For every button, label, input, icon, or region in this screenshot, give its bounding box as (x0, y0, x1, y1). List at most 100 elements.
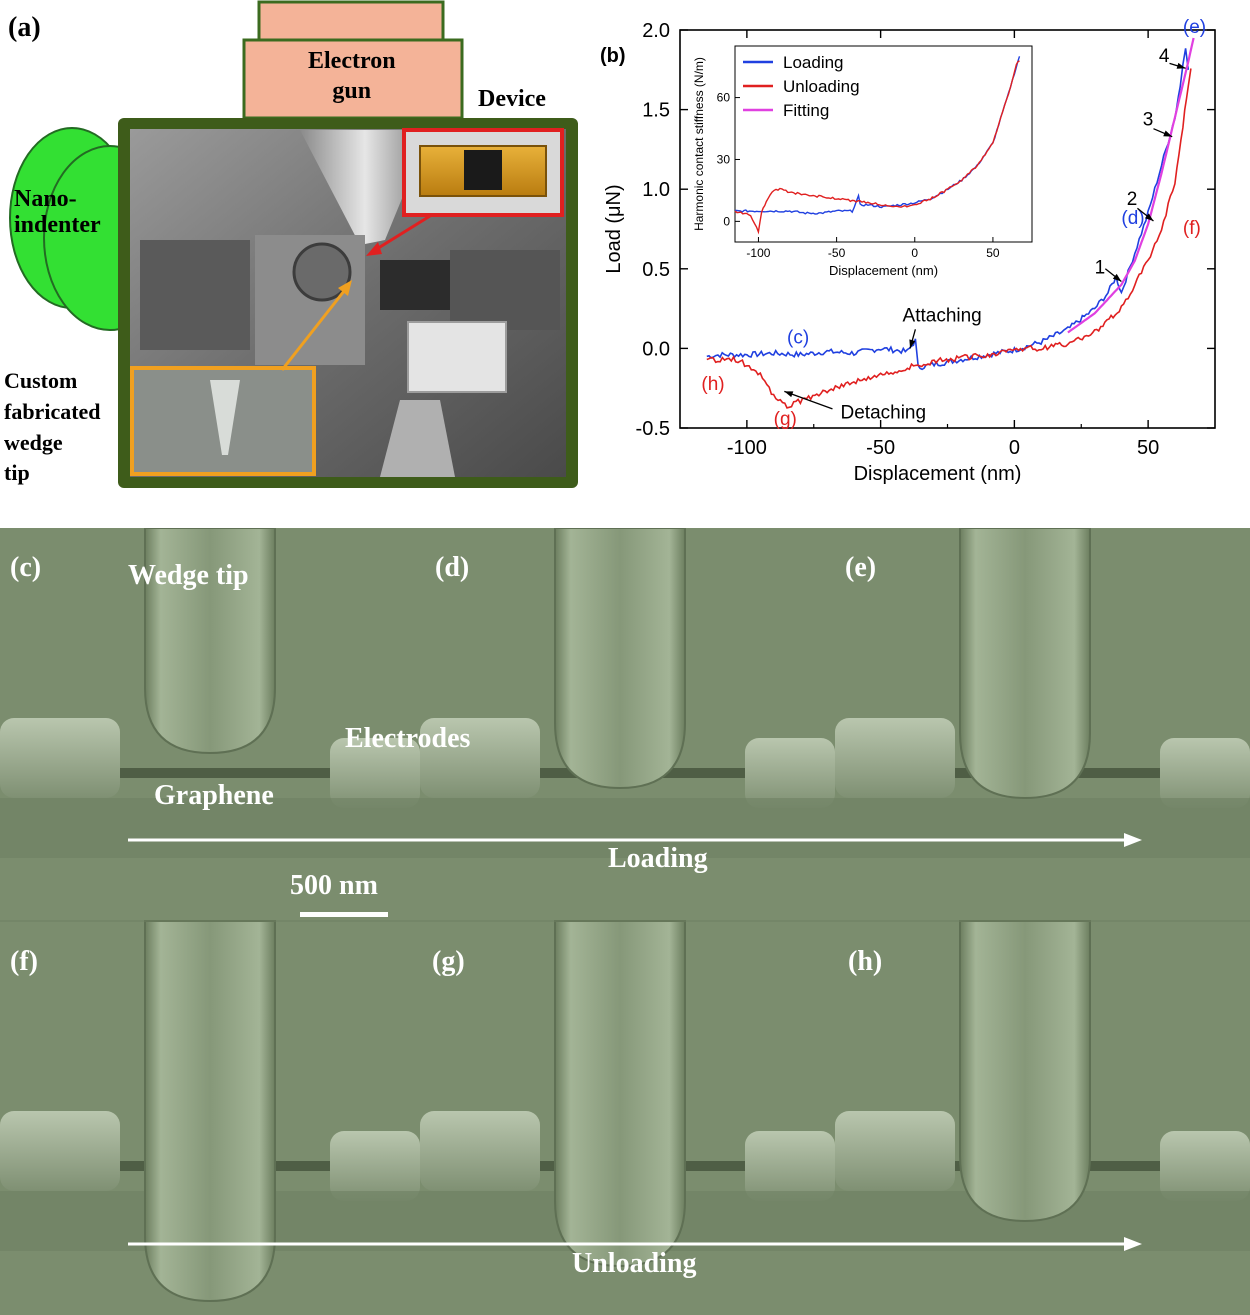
sem-panel-g (420, 920, 835, 1315)
panel-b-chart: (b) -100 -50 0 50 -0.5 0.0 0.5 1.0 1.5 2.0 Displac… (600, 17, 1216, 485)
electron-column-cone (300, 130, 430, 245)
arrow-3-head (1163, 130, 1173, 137)
annot-2: 2 (1127, 189, 1138, 210)
wedge-tip (554, 920, 686, 1268)
wedge-tip (959, 920, 1091, 1223)
chamber-block-dark (380, 260, 450, 310)
main-axes: -100 -50 0 50 -0.5 0.0 0.5 1.0 1.5 2.0 Displacemen… (603, 20, 1216, 485)
annot-g: (g) (774, 409, 797, 430)
nanoindenter-label: Nano- indenter (14, 186, 101, 239)
wedge-tip (959, 528, 1091, 800)
electrode-left (835, 1111, 955, 1191)
substrate-shadow (835, 798, 1250, 858)
wedge-tip (144, 528, 276, 755)
scale-bar (300, 912, 388, 917)
inset-x-tick-label: 0 (911, 246, 918, 260)
graphene-annotation: Graphene (154, 780, 274, 811)
inset-x-tick-label: 50 (986, 246, 1000, 260)
x-tick-label: 50 (1137, 437, 1159, 459)
sem-label-f: (f) (10, 946, 38, 977)
legend-label-unloading: Unloading (783, 77, 860, 96)
panel-b-label: (b) (600, 45, 626, 67)
annot-c: (c) (787, 328, 809, 349)
inset-x-tick-label: -50 (828, 246, 846, 260)
scale-bar-label: 500 nm (290, 870, 378, 901)
sem-label-d: (d) (435, 552, 470, 583)
loading-label: Loading (608, 843, 708, 874)
electrode-right (745, 738, 835, 808)
y-tick-label: 0.5 (642, 259, 670, 281)
inset-y-tick-label: 0 (723, 214, 730, 228)
wedge-tip (554, 528, 686, 790)
wedge-tip-label-line4: tip (4, 460, 30, 486)
chamber-block-right (450, 250, 560, 330)
series-unloading (706, 68, 1192, 409)
nanoindenter-label-line1: Nano- (14, 186, 77, 212)
x-tick-label: 0 (1009, 437, 1020, 459)
sem-label-c: (c) (10, 552, 42, 583)
electrode-left (835, 718, 955, 798)
sem-panel-d (420, 528, 835, 921)
wedge-tip-annotation: Wedge tip (128, 560, 249, 591)
wedge-tip-label: Custom fabricated wedge tip (4, 366, 101, 489)
inset-chart: -100 -50 0 50 0 30 60 Displacement (nm) Harmonic… (692, 44, 1034, 278)
detaching-arrow (784, 390, 833, 410)
nanoindenter-label-line2: indenter (14, 212, 101, 239)
sem-label-h: (h) (848, 946, 883, 977)
x-tick-label: -100 (727, 437, 767, 459)
support-post (380, 400, 455, 477)
unloading-label: Unloading (572, 1248, 697, 1279)
electrode-left (0, 1111, 120, 1191)
sem-panel-h (835, 920, 1250, 1315)
y-tick-label: -0.5 (636, 418, 670, 440)
legend-label-loading: Loading (783, 53, 844, 72)
annot-attaching: Attaching (903, 305, 982, 326)
sem-label-e: (e) (845, 552, 877, 583)
electrode-right (1160, 738, 1250, 808)
annot-4: 4 (1159, 46, 1170, 67)
chamber-block-left (140, 240, 250, 350)
x-tick-label: -50 (866, 437, 895, 459)
device-label: Device (478, 86, 546, 112)
inset-y-axis-label: Harmonic contact stiffness (N/m) (692, 57, 706, 231)
electrode-right (1160, 1131, 1250, 1201)
chart-annotations: (c) (d) (e) (f) (g) (h) Attaching Detaching 1 2 3 4 (701, 17, 1206, 430)
substrate-shadow (420, 798, 835, 858)
loading-arrow-head (1124, 833, 1142, 847)
annot-detaching: Detaching (841, 402, 927, 423)
inset-bg (733, 44, 1034, 244)
main-series (706, 37, 1195, 409)
arrow-4-head (1176, 62, 1186, 69)
wedge-tip-label-line3: wedge (4, 429, 63, 455)
y-axis-label: Load (μN) (603, 184, 625, 273)
inset-y-tick-label: 60 (717, 91, 731, 105)
y-tick-label: 1.5 (642, 100, 670, 122)
graphene-strip (0, 768, 420, 778)
electrode-left (420, 1111, 540, 1191)
white-connector-box (407, 321, 507, 393)
electrode-right (330, 738, 420, 808)
inset-frame (734, 45, 1033, 243)
legend-label-fitting: Fitting (783, 101, 829, 120)
device-arrow-line (371, 214, 431, 254)
electrode-right (745, 1131, 835, 1201)
inset-x-tick-label: -100 (746, 246, 770, 260)
attaching-arrow-head (909, 339, 916, 349)
electrode-right (330, 1131, 420, 1201)
annot-h: (h) (701, 374, 724, 395)
device-chip-center (464, 150, 502, 190)
electrode-left (0, 718, 120, 798)
annot-3: 3 (1143, 110, 1154, 131)
sem-label-g: (g) (432, 946, 465, 977)
inset-x-axis-label: Displacement (nm) (829, 263, 938, 278)
electron-gun-label-line2: gun (332, 78, 372, 105)
wedge-tip-label-line2: fabricated (4, 398, 101, 424)
series-fitting (1067, 37, 1195, 334)
annot-d: (d) (1121, 208, 1144, 229)
y-tick-label: 1.0 (642, 179, 670, 201)
panel-a-schematic (9, 0, 578, 488)
sem-panel-f (0, 920, 420, 1315)
annot-1: 1 (1095, 258, 1106, 279)
sem-panel-c (0, 528, 420, 921)
